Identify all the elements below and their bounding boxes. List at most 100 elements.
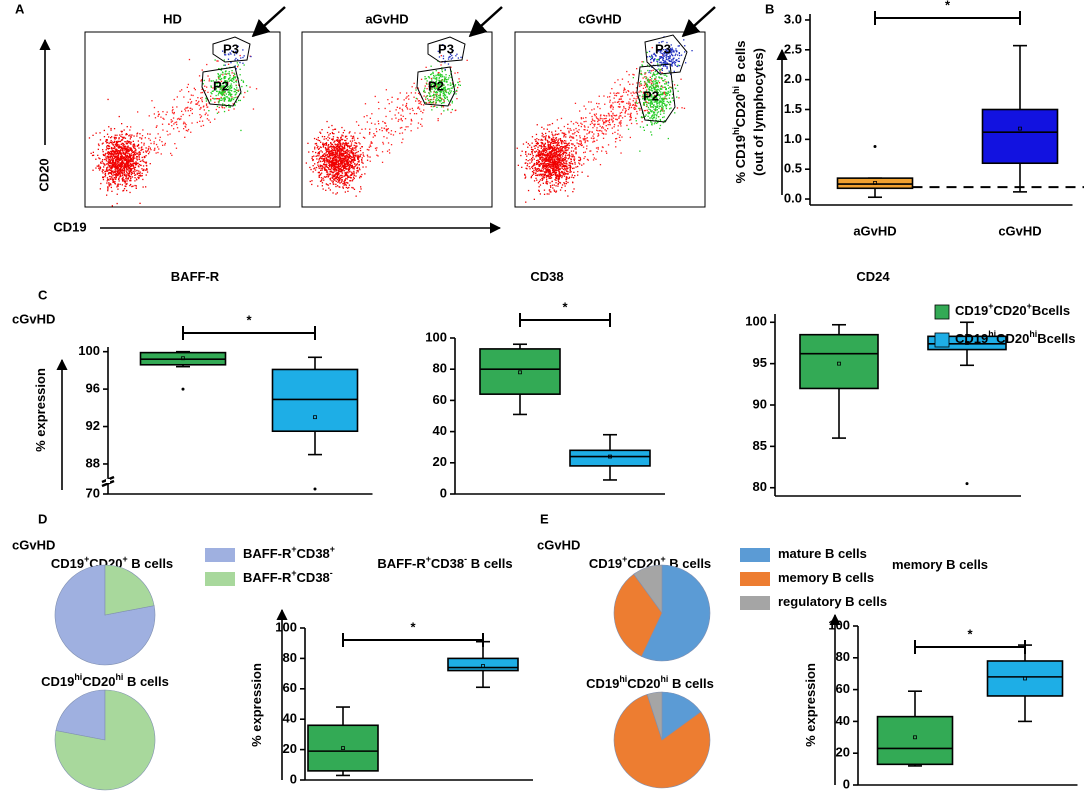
- flow-dot: [102, 169, 105, 171]
- flow-dot: [331, 167, 333, 170]
- flow-dot: [331, 176, 333, 178]
- flow-dot: [353, 144, 355, 147]
- flow-dot: [546, 151, 548, 153]
- flow-dot: [336, 158, 338, 160]
- flow-dot: [636, 68, 638, 70]
- flow-dot: [533, 169, 535, 171]
- flow-dot: [583, 139, 585, 141]
- flow-dot: [326, 148, 328, 150]
- flow-dot: [105, 156, 107, 158]
- flow-dot: [359, 177, 361, 179]
- flow-dot: [538, 154, 540, 157]
- flow-dot: [130, 180, 132, 182]
- flow-dot: [128, 140, 130, 143]
- flow-dot: [185, 107, 187, 109]
- flow-dot: [575, 148, 577, 150]
- flow-dot: [545, 163, 547, 165]
- flow-dot: [123, 156, 125, 158]
- flow-dot: [535, 140, 537, 142]
- flow-dot: [346, 146, 349, 148]
- flow-dot: [544, 158, 546, 160]
- flow-dot: [439, 101, 441, 103]
- flow-dot: [203, 109, 205, 111]
- flow-dot: [326, 183, 328, 186]
- flow-dot: [139, 202, 141, 204]
- flow-dot: [230, 90, 233, 92]
- flow-dot: [353, 174, 355, 177]
- flow-dot: [196, 121, 198, 124]
- flow-dot: [576, 142, 578, 144]
- flow-dot: [557, 154, 560, 156]
- flow-dot: [215, 81, 217, 83]
- flow-dot: [334, 140, 336, 142]
- flow-dot: [356, 145, 358, 147]
- flow-dot: [222, 81, 225, 84]
- flow-dot: [555, 160, 557, 163]
- flow-dot: [571, 155, 573, 157]
- flow-dot: [110, 147, 113, 150]
- flow-dot: [102, 142, 104, 144]
- flow-dot: [351, 159, 353, 161]
- flow-dot: [231, 86, 233, 89]
- flow-dot: [134, 169, 136, 171]
- flow-dot: [318, 159, 320, 161]
- flow-dot: [442, 75, 444, 77]
- flow-dot: [437, 50, 439, 52]
- flow-dot: [402, 115, 404, 117]
- flow-dot: [205, 98, 207, 100]
- flow-dot: [106, 180, 108, 182]
- flow-dot: [555, 190, 558, 192]
- flow-dot: [126, 126, 128, 128]
- flow-dot: [423, 95, 425, 97]
- flow-dot: [130, 148, 132, 150]
- flow-dot: [444, 97, 446, 99]
- flow-dot: [126, 161, 128, 163]
- flow-dot: [127, 164, 129, 166]
- flow-dot: [557, 185, 559, 187]
- flow-dot: [221, 90, 224, 92]
- flow-dot: [553, 170, 556, 172]
- flow-dot: [547, 154, 550, 156]
- flow-dot: [435, 70, 437, 72]
- flow-dot: [554, 173, 556, 175]
- flow-dot: [353, 156, 356, 158]
- flow-dot: [328, 175, 330, 177]
- flow-dot: [115, 160, 117, 162]
- flow-dot: [441, 79, 444, 81]
- flow-dot: [444, 86, 446, 88]
- flow-dot: [229, 89, 231, 91]
- flow-dot: [111, 136, 113, 138]
- flow-dot: [544, 174, 547, 176]
- flow-dot: [550, 153, 552, 155]
- flow-dot: [338, 166, 340, 168]
- flow-dot: [163, 118, 165, 120]
- flow-dot: [338, 155, 340, 157]
- flow-dot: [437, 86, 439, 88]
- flow-dot: [209, 121, 211, 123]
- flow-dot: [349, 145, 351, 147]
- flow-dot: [111, 153, 113, 155]
- flow-dot: [549, 191, 551, 193]
- flow-dot: [333, 183, 335, 185]
- flow-dot: [609, 124, 611, 126]
- flow-dot: [370, 142, 372, 144]
- flow-dot: [550, 147, 552, 150]
- flow-dot: [121, 146, 123, 148]
- flow-dot: [553, 160, 555, 163]
- flow-dot: [110, 163, 112, 165]
- flow-dot: [131, 149, 133, 151]
- flow-dot: [136, 133, 138, 135]
- flow-dot: [134, 157, 136, 159]
- flow-dot: [632, 104, 634, 106]
- flow-dot: [218, 98, 220, 100]
- flow-dot: [625, 91, 627, 93]
- flow-dot: [128, 156, 131, 158]
- flow-dot: [114, 166, 116, 168]
- flow-dot: [328, 173, 330, 176]
- flow-dot: [531, 159, 533, 161]
- flow-dot: [242, 81, 245, 83]
- flow-dot: [543, 150, 545, 153]
- flow-dot: [232, 78, 234, 80]
- flow-dot: [330, 150, 332, 152]
- flow-dot: [123, 188, 126, 190]
